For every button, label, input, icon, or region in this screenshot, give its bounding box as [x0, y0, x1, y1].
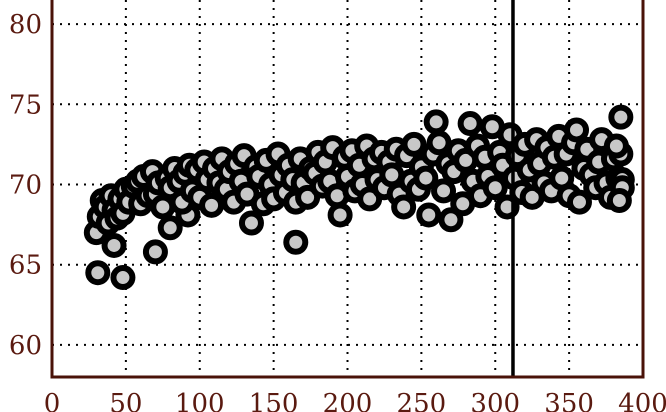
x-tick-label: 250	[397, 389, 447, 412]
y-tick-label: 65	[9, 251, 42, 281]
data-point	[101, 232, 127, 258]
y-tick-label: 80	[9, 10, 42, 40]
data-point	[379, 162, 405, 188]
data-point	[401, 131, 427, 157]
data-point	[157, 215, 183, 241]
data-point	[482, 175, 508, 201]
data-point	[431, 178, 457, 204]
data-points	[83, 104, 635, 291]
y-tick-labels: 60 65 70 75 80	[9, 10, 42, 361]
x-tick-label: 300	[470, 389, 520, 412]
data-point	[457, 111, 483, 137]
data-point	[413, 165, 439, 191]
x-tick-label: 400	[618, 389, 666, 412]
x-tick-label: 150	[249, 389, 299, 412]
data-point	[603, 133, 629, 159]
data-point	[438, 207, 464, 233]
x-tick-label: 200	[323, 389, 373, 412]
data-point	[199, 192, 225, 218]
data-point	[416, 202, 442, 228]
plot-frame	[50, 0, 645, 379]
data-point	[426, 130, 452, 156]
data-point	[606, 188, 632, 214]
data-point	[608, 104, 634, 130]
x-tick-label: 100	[175, 389, 225, 412]
data-point	[566, 189, 592, 215]
x-tick-label: 350	[544, 389, 594, 412]
data-point	[150, 194, 176, 220]
data-point	[564, 117, 590, 143]
data-point	[283, 229, 309, 255]
data-point	[85, 260, 111, 286]
data-point	[423, 109, 449, 135]
data-point	[142, 239, 168, 265]
data-point	[327, 202, 353, 228]
data-point	[391, 194, 417, 220]
y-tick-label: 60	[9, 331, 42, 361]
x-tick-labels: 0 50 100 150 200 250 300 350 400	[44, 389, 666, 412]
y-tick-label: 70	[9, 170, 42, 200]
x-tick-label: 50	[109, 389, 142, 412]
data-point	[110, 265, 136, 291]
y-tick-label: 75	[9, 90, 42, 120]
data-point	[238, 210, 264, 236]
x-tick-label: 0	[44, 389, 61, 412]
